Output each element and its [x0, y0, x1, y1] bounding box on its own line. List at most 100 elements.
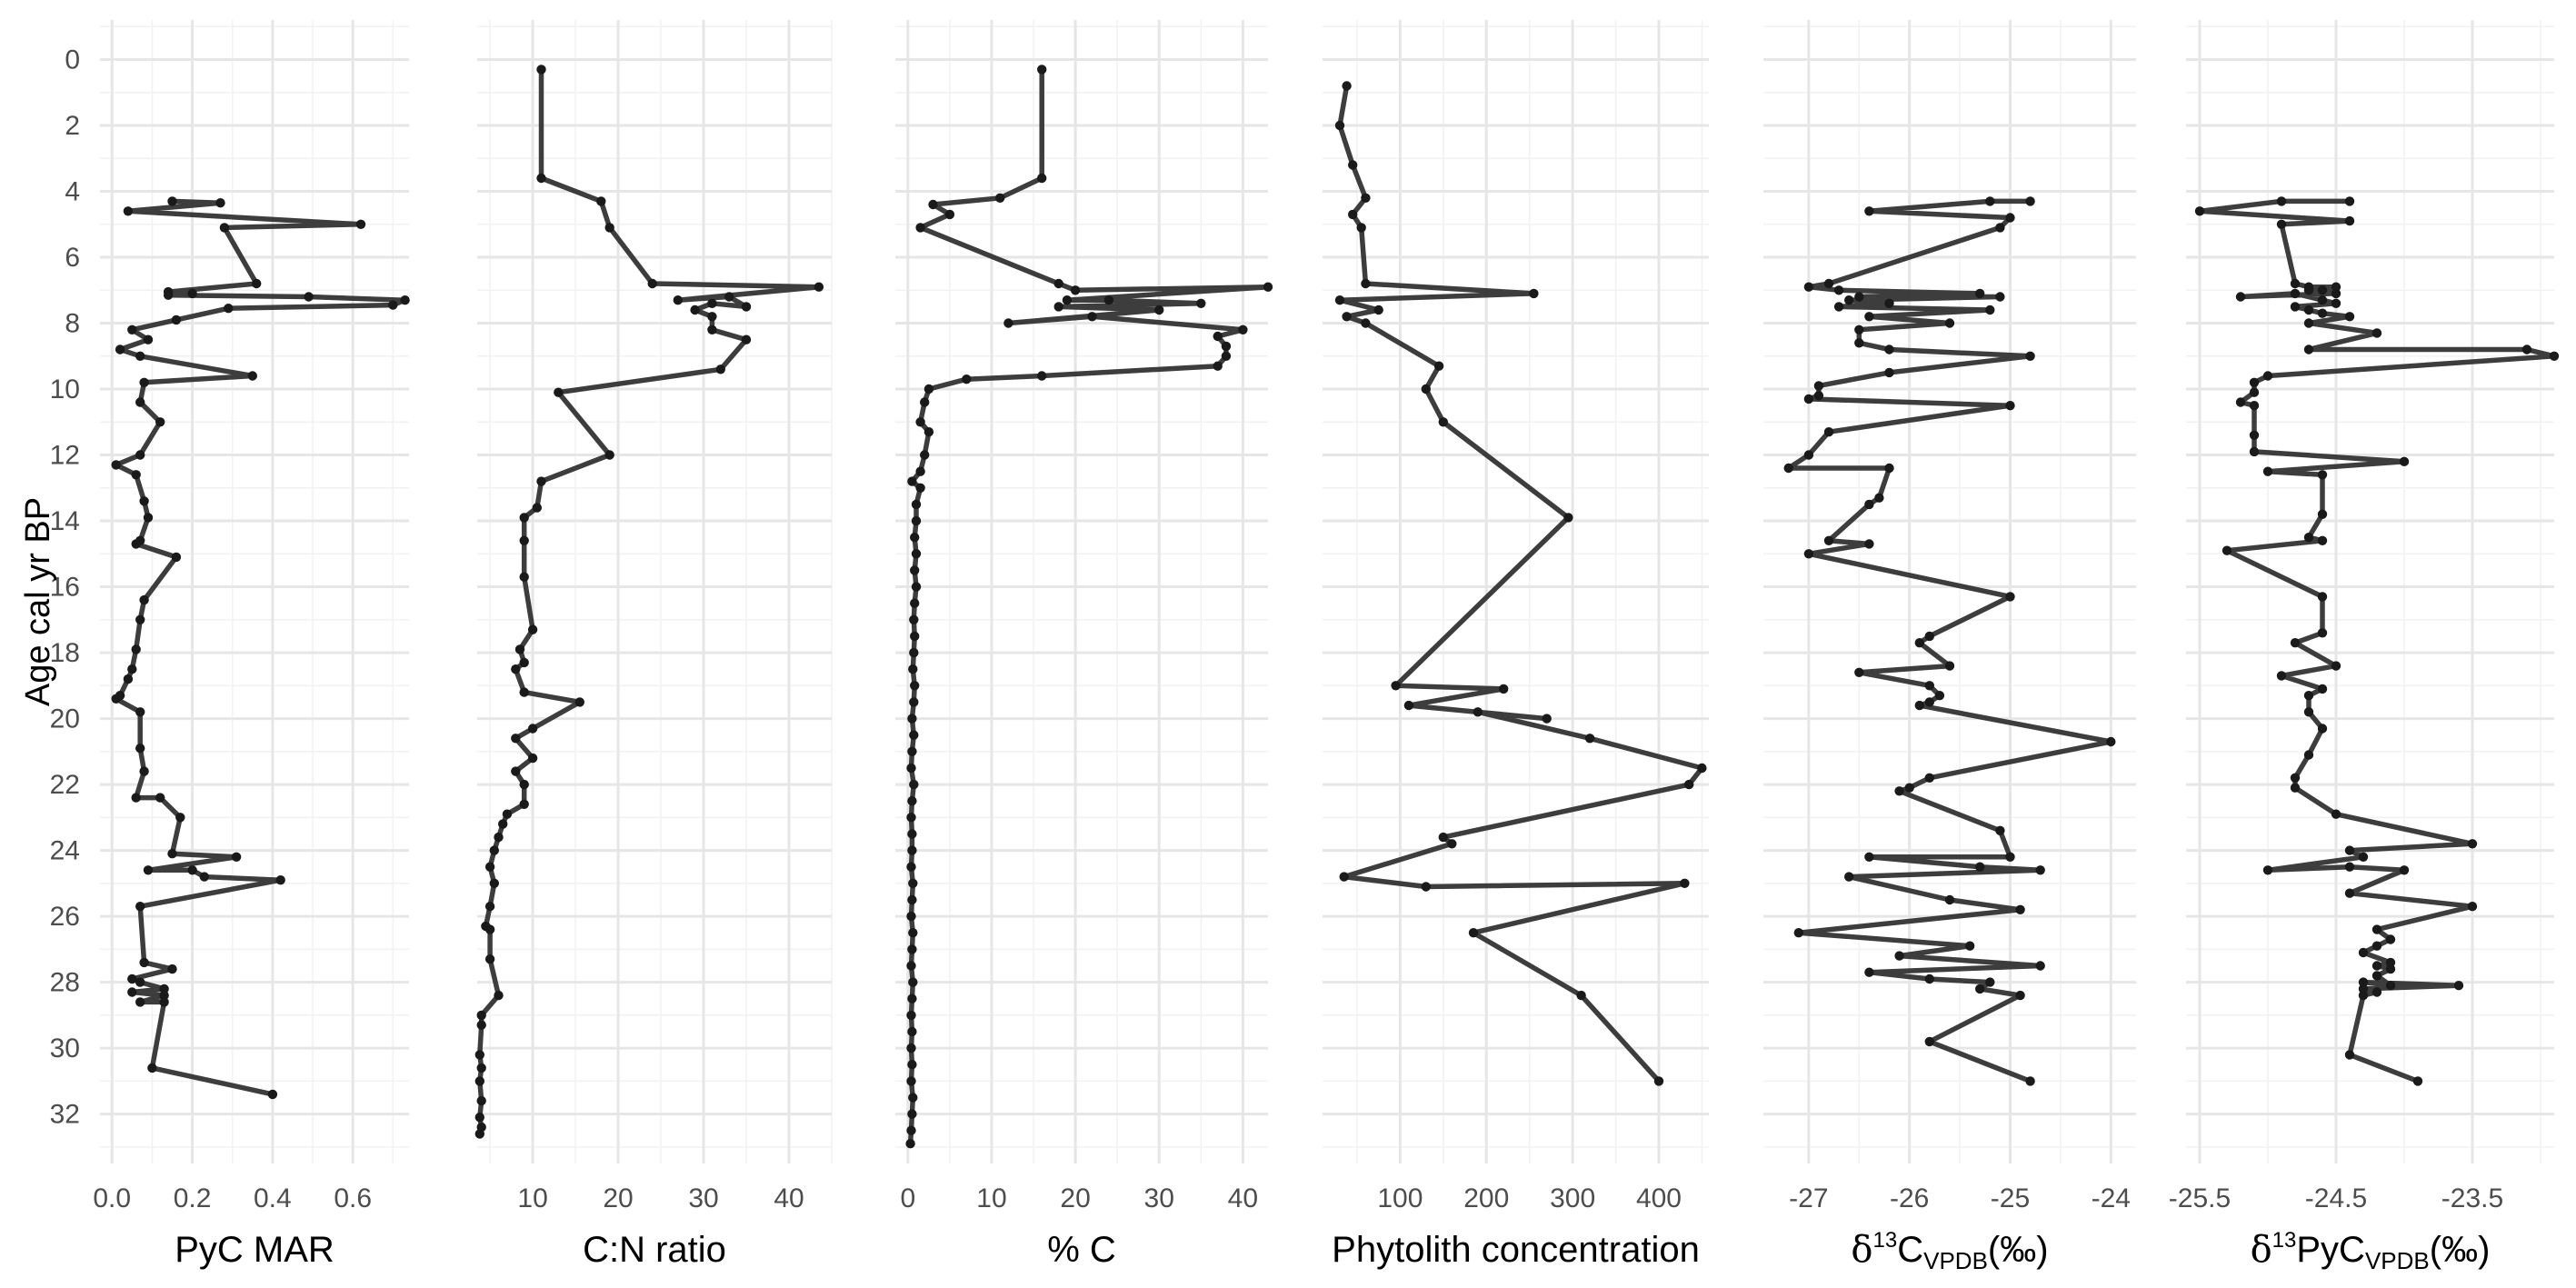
data-point — [167, 964, 177, 974]
data-point — [1884, 344, 1894, 354]
data-point — [647, 278, 657, 289]
x-tick-label: -26 — [1890, 1183, 1929, 1213]
data-point — [2358, 852, 2369, 862]
data-point — [267, 1089, 278, 1100]
data-point — [1985, 305, 1995, 315]
y-tick-label: 30 — [50, 1033, 80, 1063]
data-point — [554, 387, 564, 397]
data-point — [1803, 282, 1814, 292]
data-point — [2371, 924, 2382, 934]
data-point — [304, 292, 314, 302]
data-point — [2549, 351, 2560, 361]
data-point — [2290, 302, 2301, 312]
data-point — [167, 196, 177, 206]
data-point — [2331, 288, 2341, 299]
data-point — [1864, 206, 1874, 216]
data-point — [2344, 215, 2355, 226]
data-point — [187, 865, 197, 875]
data-point — [1438, 417, 1449, 427]
data-point — [171, 552, 182, 563]
data-point — [135, 614, 145, 624]
data-point — [1103, 295, 1114, 305]
data-point — [907, 829, 917, 839]
data-point — [275, 875, 285, 885]
data-point — [906, 1043, 916, 1053]
data-point — [915, 483, 925, 493]
data-point — [2005, 213, 2015, 223]
data-point — [2344, 862, 2355, 872]
data-point — [2521, 344, 2532, 354]
data-point — [131, 470, 141, 480]
data-point — [2290, 288, 2301, 299]
x-tick-label: 40 — [774, 1183, 804, 1213]
data-point — [135, 397, 145, 407]
data-point — [915, 466, 925, 476]
data-point — [1995, 825, 2005, 835]
x-tick-label: 400 — [1636, 1183, 1682, 1213]
data-point — [2317, 295, 2328, 305]
data-point — [907, 476, 917, 486]
data-point — [2385, 934, 2396, 944]
data-point — [135, 450, 145, 460]
data-point — [2358, 983, 2369, 994]
data-point — [2005, 401, 2015, 411]
data-point — [707, 324, 717, 334]
data-point — [155, 417, 165, 427]
data-point — [707, 312, 717, 322]
data-point — [139, 496, 149, 506]
x-tick-label: -25.5 — [2169, 1183, 2231, 1213]
data-point — [1864, 539, 1874, 549]
data-point — [908, 664, 918, 674]
data-point — [527, 624, 538, 634]
y-tick-label: 2 — [65, 111, 80, 141]
data-point — [135, 744, 145, 754]
data-point — [2358, 990, 2369, 1001]
data-point — [1884, 298, 1894, 308]
data-point — [159, 997, 169, 1007]
data-point — [2249, 430, 2260, 440]
data-point — [2262, 865, 2273, 875]
data-point — [1653, 1076, 1664, 1086]
data-point — [135, 902, 145, 912]
data-point — [2412, 1076, 2423, 1086]
data-point — [476, 1095, 486, 1106]
data-point — [498, 819, 508, 829]
data-point — [111, 694, 121, 704]
data-point — [995, 193, 1005, 203]
data-point — [2249, 446, 2260, 457]
data-point — [111, 460, 121, 470]
data-point — [911, 549, 922, 559]
data-point — [355, 219, 366, 229]
data-point — [2358, 947, 2369, 958]
data-point — [2317, 724, 2328, 734]
data-point — [2106, 736, 2116, 747]
data-point — [905, 1139, 915, 1149]
x-tick-label: 200 — [1463, 1183, 1509, 1213]
data-point — [1361, 318, 1371, 328]
data-point — [252, 278, 262, 289]
data-point — [908, 977, 918, 987]
data-point — [131, 539, 141, 549]
data-point — [2262, 466, 2273, 476]
data-point — [2015, 904, 2025, 914]
data-point — [2303, 691, 2314, 701]
data-point — [1037, 65, 1047, 75]
data-point — [2303, 344, 2314, 354]
data-point — [155, 793, 165, 803]
series-line — [477, 69, 822, 1135]
x-axis-label: Phytolith concentration — [1332, 1230, 1700, 1270]
data-point — [2331, 661, 2341, 671]
axis-labels: Age cal yr BP PyC MAR C:N ratio % C Phytoli… — [19, 497, 2490, 1274]
data-point — [519, 687, 529, 697]
data-point — [2467, 839, 2478, 849]
data-point — [906, 813, 916, 823]
data-point — [1003, 318, 1013, 328]
y-tick-label: 18 — [50, 638, 80, 668]
data-point — [2276, 671, 2287, 681]
data-point — [908, 878, 918, 888]
data-point — [1985, 977, 1995, 987]
data-point — [1473, 707, 1483, 717]
data-point — [484, 924, 495, 934]
y-axis-label: Age cal yr BP — [19, 497, 57, 706]
data-point — [596, 196, 606, 206]
